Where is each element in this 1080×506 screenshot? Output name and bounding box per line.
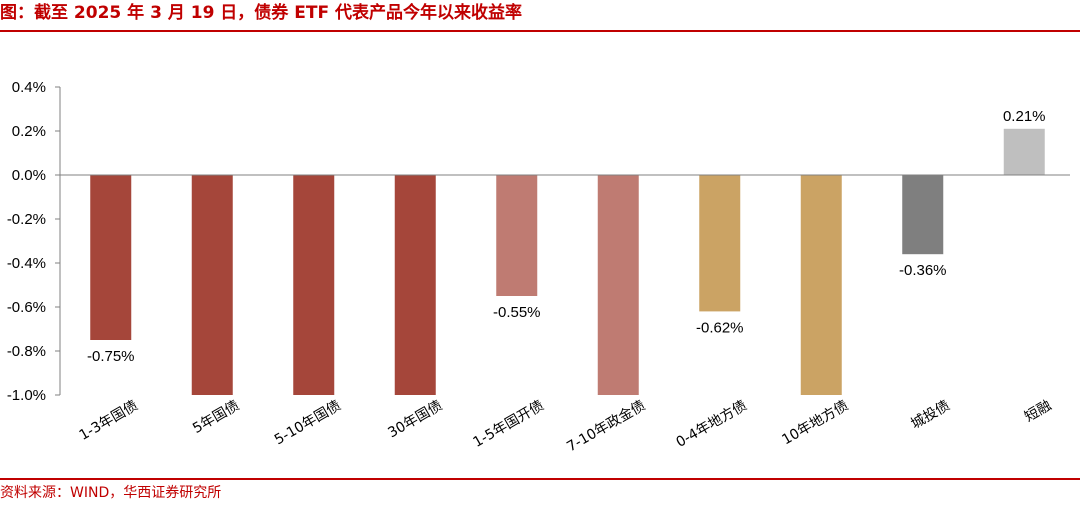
data-label-7: -0.62% xyxy=(696,319,744,336)
bar-2 xyxy=(191,175,233,395)
data-label-9: -0.36% xyxy=(899,262,947,279)
category-label-6: 7-10年政金债 xyxy=(564,398,648,456)
bar-chart: -0.75% -0.55% -0.62% -0.36% 0.21% 0.4% 0.2% 0.0… xyxy=(7,79,1070,456)
y-tick-label-6: -0.6% xyxy=(7,299,46,316)
y-tick-label-2: 0.2% xyxy=(12,123,46,140)
bar-1 xyxy=(90,175,132,340)
y-tick-label-5: -0.4% xyxy=(7,255,46,272)
title-rule xyxy=(0,30,1080,32)
category-label-10: 短融 xyxy=(1022,398,1054,426)
category-label-8: 10年地方债 xyxy=(779,398,851,449)
bar-9 xyxy=(902,175,944,255)
y-tick-label-1: 0.4% xyxy=(12,79,46,96)
category-label-7: 0-4年地方债 xyxy=(673,398,749,451)
bar-4 xyxy=(394,175,436,395)
category-label-3: 5-10年国债 xyxy=(272,398,344,449)
bar-7 xyxy=(699,175,741,312)
category-label-2: 5年国债 xyxy=(190,398,242,437)
data-label-1: -0.75% xyxy=(87,348,135,365)
category-label-5: 1-5年国开债 xyxy=(470,398,546,451)
bar-5 xyxy=(496,175,538,296)
footer-rule xyxy=(0,478,1080,480)
category-label-4: 30年国债 xyxy=(385,398,445,442)
bar-10 xyxy=(1003,128,1045,175)
source-note: 资料来源：WIND，华西证券研究所 xyxy=(0,485,222,501)
category-label-9: 城投债 xyxy=(908,398,952,433)
y-tick-label-7: -0.8% xyxy=(7,343,46,360)
y-tick-label-4: -0.2% xyxy=(7,211,46,228)
y-tick-label-8: -1.0% xyxy=(7,387,46,404)
category-label-1: 1-3年国债 xyxy=(77,398,141,444)
bar-6 xyxy=(597,175,639,395)
bar-3 xyxy=(293,175,335,395)
bar-8 xyxy=(800,175,842,395)
data-label-5: -0.55% xyxy=(493,304,541,321)
chart-title: 图：截至 2025 年 3 月 19 日，债券 ETF 代表产品今年以来收益率 xyxy=(0,3,522,23)
data-label-10: 0.21% xyxy=(1003,108,1046,125)
y-tick-label-3: 0.0% xyxy=(12,167,46,184)
